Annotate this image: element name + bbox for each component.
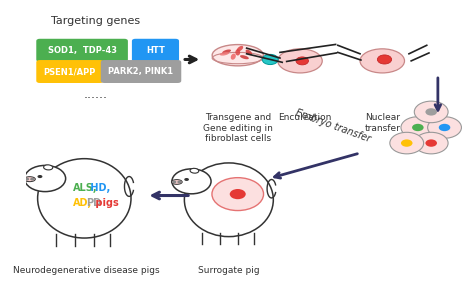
Text: Nuclear
transfer: Nuclear transfer	[365, 113, 400, 133]
Text: PD: PD	[87, 198, 101, 208]
Circle shape	[296, 57, 309, 65]
Circle shape	[426, 139, 437, 147]
Text: HD,: HD,	[87, 184, 110, 193]
Text: Surrogate pig: Surrogate pig	[198, 266, 260, 275]
Circle shape	[401, 139, 412, 147]
Circle shape	[30, 178, 35, 181]
Circle shape	[172, 181, 176, 184]
Circle shape	[428, 117, 461, 138]
Ellipse shape	[278, 49, 322, 73]
FancyBboxPatch shape	[101, 60, 181, 83]
Circle shape	[262, 54, 278, 64]
Text: ......: ......	[83, 88, 108, 101]
Ellipse shape	[231, 53, 236, 60]
Circle shape	[426, 108, 437, 116]
Text: ALS,: ALS,	[73, 184, 98, 193]
Text: Targeting genes: Targeting genes	[51, 16, 140, 26]
Ellipse shape	[44, 165, 53, 170]
Text: Embryo transfer: Embryo transfer	[294, 108, 372, 144]
Circle shape	[414, 101, 448, 123]
Ellipse shape	[190, 168, 199, 173]
Text: Neurodegenerative disease pigs: Neurodegenerative disease pigs	[13, 266, 160, 275]
Text: HTT: HTT	[146, 46, 165, 55]
Ellipse shape	[220, 52, 229, 55]
Ellipse shape	[240, 55, 249, 59]
Text: pigs: pigs	[92, 198, 119, 208]
Ellipse shape	[222, 49, 231, 53]
Text: AD,: AD,	[73, 198, 92, 208]
Circle shape	[212, 178, 264, 211]
Circle shape	[172, 169, 211, 194]
Circle shape	[25, 178, 29, 181]
Text: Transgene and
Gene editing in
fibroblast cells: Transgene and Gene editing in fibroblast…	[203, 113, 273, 143]
Circle shape	[390, 132, 424, 154]
Ellipse shape	[184, 163, 273, 237]
Text: Enculeation: Enculeation	[278, 113, 331, 122]
Circle shape	[414, 132, 448, 154]
Text: PSEN1/APP: PSEN1/APP	[44, 67, 96, 76]
Circle shape	[377, 55, 392, 64]
FancyBboxPatch shape	[132, 39, 179, 62]
FancyBboxPatch shape	[36, 60, 103, 83]
Text: SOD1,  TDP-43: SOD1, TDP-43	[47, 46, 117, 55]
Circle shape	[230, 189, 246, 199]
Ellipse shape	[24, 177, 36, 182]
FancyBboxPatch shape	[36, 39, 128, 62]
Ellipse shape	[237, 46, 243, 51]
Ellipse shape	[37, 159, 131, 238]
Text: PARK2, PINK1: PARK2, PINK1	[109, 67, 173, 76]
Circle shape	[177, 181, 182, 184]
Circle shape	[401, 117, 435, 138]
Circle shape	[439, 124, 450, 131]
Ellipse shape	[246, 50, 252, 55]
Circle shape	[25, 165, 65, 192]
Ellipse shape	[235, 49, 240, 55]
Ellipse shape	[212, 45, 264, 66]
Circle shape	[184, 178, 189, 181]
Circle shape	[412, 124, 424, 131]
Circle shape	[37, 175, 42, 178]
Ellipse shape	[172, 179, 182, 184]
Ellipse shape	[360, 49, 404, 73]
